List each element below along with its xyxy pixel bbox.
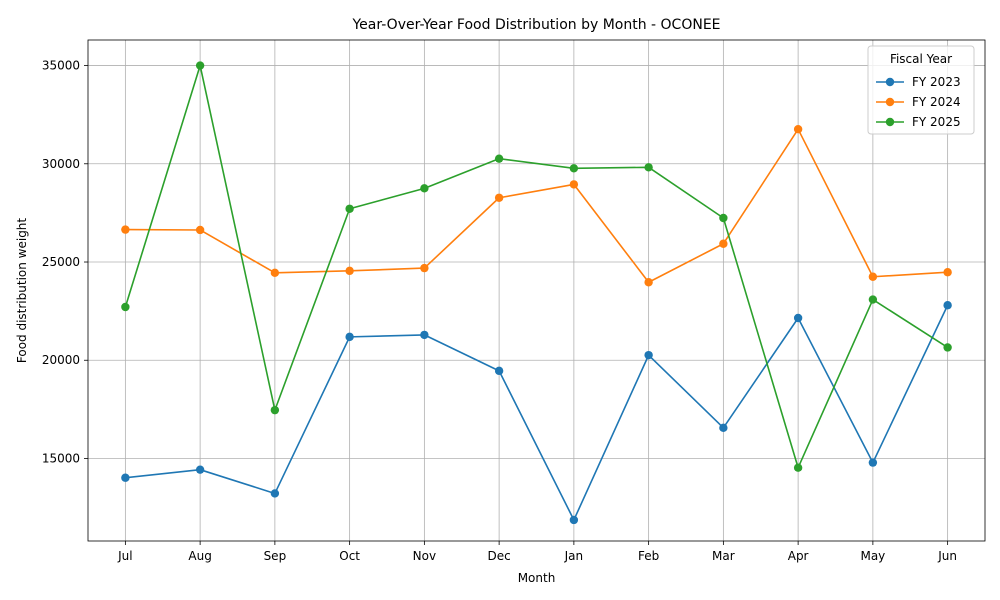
legend-marker	[885, 117, 895, 127]
data-point	[569, 515, 579, 525]
data-point	[494, 366, 504, 376]
data-point	[195, 225, 205, 235]
x-tick-label: Nov	[413, 549, 436, 563]
x-tick-label: Oct	[339, 549, 360, 563]
data-point	[943, 268, 952, 277]
legend-item: FY 2023	[876, 75, 961, 89]
plot-frame	[87, 39, 986, 542]
x-tick-label: May	[860, 549, 885, 563]
x-tick-label: Dec	[488, 549, 511, 563]
data-point	[345, 332, 354, 342]
data-point	[420, 330, 429, 340]
y-axis-ticks: 15000 20000 25000 30000 35000	[42, 59, 88, 465]
data-point	[868, 272, 878, 281]
x-axis-title: Month	[518, 571, 556, 585]
x-tick-label: Jan	[564, 549, 584, 563]
series-layer	[121, 61, 952, 525]
data-point	[420, 184, 429, 193]
data-point	[270, 489, 280, 498]
data-point	[121, 302, 130, 312]
data-point	[121, 473, 130, 482]
legend-item: FY 2024	[876, 95, 961, 109]
y-tick-label: 35000	[42, 59, 80, 73]
data-point	[868, 458, 878, 467]
y-tick-label: 15000	[42, 451, 80, 465]
data-point	[569, 180, 579, 189]
x-tick-label: Mar	[712, 549, 735, 563]
legend-box	[867, 45, 975, 135]
series-line	[125, 128, 948, 284]
x-tick-label: Aug	[188, 549, 211, 563]
data-point	[868, 295, 878, 304]
data-point	[644, 350, 653, 360]
data-point	[793, 463, 803, 472]
legend-items: FY 2023 FY 2024 FY 2025	[876, 75, 961, 129]
series-line	[125, 304, 949, 521]
y-tick-label: 20000	[42, 353, 80, 367]
data-point	[420, 263, 429, 273]
data-point	[644, 163, 653, 172]
data-point	[793, 124, 803, 134]
legend-marker	[885, 97, 895, 107]
x-tick-label: Sep	[264, 549, 287, 563]
data-point	[345, 266, 354, 276]
legend-label: FY 2023	[912, 75, 961, 89]
x-axis-ticks: Jul Aug Sep Oct Nov Dec Jan Feb Mar Apr May Jun	[117, 541, 957, 563]
gridlines	[88, 40, 985, 541]
data-point	[719, 423, 728, 433]
data-point	[793, 313, 803, 323]
data-point	[195, 465, 205, 474]
data-point	[494, 154, 504, 163]
series-fy-2025	[121, 61, 952, 472]
data-point	[270, 405, 280, 415]
y-tick-label: 30000	[42, 157, 80, 171]
data-point	[270, 268, 280, 278]
data-point	[121, 225, 130, 234]
x-tick-label: Apr	[788, 549, 809, 563]
data-point	[719, 239, 728, 248]
data-point	[345, 204, 354, 213]
data-point	[719, 213, 728, 223]
series-line	[124, 64, 949, 469]
x-tick-label: Jun	[937, 549, 957, 563]
legend-label: FY 2024	[912, 95, 961, 109]
legend: Fiscal Year FY 2023 FY 2024 FY 2025	[867, 45, 975, 135]
data-point	[195, 61, 205, 70]
x-tick-label: Feb	[638, 549, 659, 563]
y-axis-title: Food distribution weight	[15, 218, 29, 364]
plot-area	[88, 40, 985, 541]
data-point	[494, 193, 504, 202]
legend-title: Fiscal Year	[890, 52, 952, 66]
y-tick-label: 25000	[42, 255, 80, 269]
legend-label: FY 2025	[912, 115, 961, 129]
data-point	[569, 164, 579, 173]
legend-item: FY 2025	[876, 115, 961, 129]
data-point	[943, 343, 952, 352]
data-point	[943, 301, 952, 310]
series-fy-2024	[121, 124, 952, 287]
series-fy-2023	[121, 301, 952, 525]
legend-marker	[885, 77, 895, 87]
x-tick-label: Jul	[117, 549, 132, 563]
data-point	[644, 278, 653, 287]
chart-title: Year-Over-Year Food Distribution by Mont…	[351, 17, 720, 33]
